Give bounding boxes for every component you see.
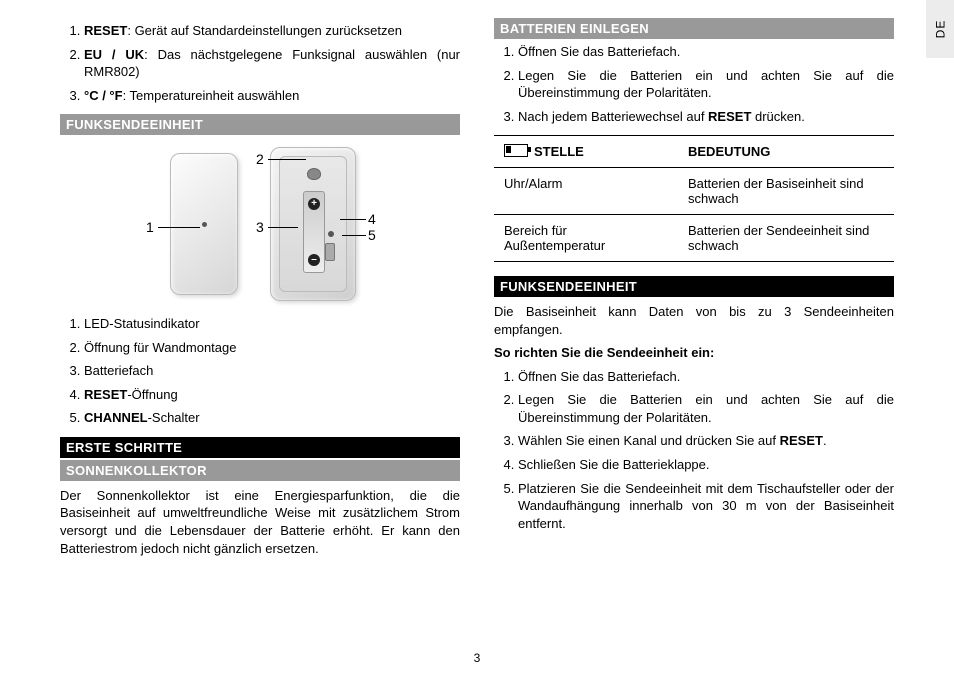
heading-batterien-einlegen: BATTERIEN EINLEGEN [494,18,894,39]
callout-5: 5 [368,227,376,243]
wall-mount-hole-icon [307,168,321,180]
reset-hole-icon [328,231,334,237]
list-item: °C / °F: Temperatureinheit auswählen [84,87,460,105]
channel-switch-icon [325,243,335,261]
table-cell: Batterien der Sendeeinheit sind schwach [678,215,894,262]
callout-3: 3 [256,219,264,235]
top-settings-list: RESET: Gerät auf Standardeinstellungen z… [60,22,460,104]
sensor-diagram: + – 1 2 3 4 [60,141,460,311]
list-item: Legen Sie die Batterien ein und achten S… [518,67,894,102]
heading-sonnenkollektor: SONNENKOLLEKTOR [60,460,460,481]
sensor-parts-list: LED-Statusindikator Öffnung für Wandmont… [60,315,460,427]
list-item: RESET-Öffnung [84,386,460,404]
battery-low-icon [504,144,528,157]
list-item: Platzieren Sie die Sendeeinheit mit dem … [518,480,894,533]
heading-funksendeeinheit: FUNKSENDEEINHEIT [60,114,460,135]
list-item: Schließen Sie die Batterieklappe. [518,456,894,474]
sensor-front-icon [170,153,238,295]
funksende-intro: Die Basiseinheit kann Daten von bis zu 3… [494,303,894,338]
list-item: Wählen Sie einen Kanal und drücken Sie a… [518,432,894,450]
language-tab: DE [926,0,954,58]
list-item: LED-Statusindikator [84,315,460,333]
table-cell: Uhr/Alarm [494,168,678,215]
sonnenkollektor-text: Der Sonnenkollektor ist eine Energiespar… [60,487,460,557]
callout-1: 1 [146,219,154,235]
list-item: EU / UK: Das nächstgelegene Funksignal a… [84,46,460,81]
callout-4: 4 [368,211,376,227]
sensor-back-icon: + – [270,147,356,301]
table-header-stelle: STELLE [494,136,678,168]
list-item: Öffnen Sie das Batteriefach. [518,368,894,386]
table-row: Uhr/Alarm Batterien der Basiseinheit sin… [494,168,894,215]
callout-2: 2 [256,151,264,167]
heading-funksendeeinheit-2: FUNKSENDEEINHEIT [494,276,894,297]
right-column: BATTERIEN EINLEGEN Öffnen Sie das Batter… [494,18,894,673]
table-cell: Bereich für Außentemperatur [494,215,678,262]
table-row: Bereich für Außentemperatur Batterien de… [494,215,894,262]
battery-meaning-table: STELLE BEDEUTUNG Uhr/Alarm Batterien der… [494,135,894,262]
setup-steps-list: Öffnen Sie das Batteriefach. Legen Sie d… [494,368,894,532]
setup-subheading: So richten Sie die Sendeeinheit ein: [494,344,894,362]
left-column: RESET: Gerät auf Standardeinstellungen z… [60,18,460,673]
table-header-bedeutung: BEDEUTUNG [678,136,894,168]
page: RESET: Gerät auf Standardeinstellungen z… [0,0,954,673]
list-item: Öffnung für Wandmontage [84,339,460,357]
heading-erste-schritte: ERSTE SCHRITTE [60,437,460,458]
battery-steps-list: Öffnen Sie das Batteriefach. Legen Sie d… [494,43,894,125]
list-item: Batteriefach [84,362,460,380]
table-cell: Batterien der Basiseinheit sind schwach [678,168,894,215]
minus-icon: – [308,254,320,266]
list-item: RESET: Gerät auf Standardeinstellungen z… [84,22,460,40]
list-item: CHANNEL-Schalter [84,409,460,427]
list-item: Nach jedem Batteriewechsel auf RESET drü… [518,108,894,126]
battery-compartment-icon: + – [303,191,325,273]
list-item: Öffnen Sie das Batteriefach. [518,43,894,61]
table-row: STELLE BEDEUTUNG [494,136,894,168]
list-item: Legen Sie die Batterien ein und achten S… [518,391,894,426]
page-number: 3 [0,651,954,665]
plus-icon: + [308,198,320,210]
